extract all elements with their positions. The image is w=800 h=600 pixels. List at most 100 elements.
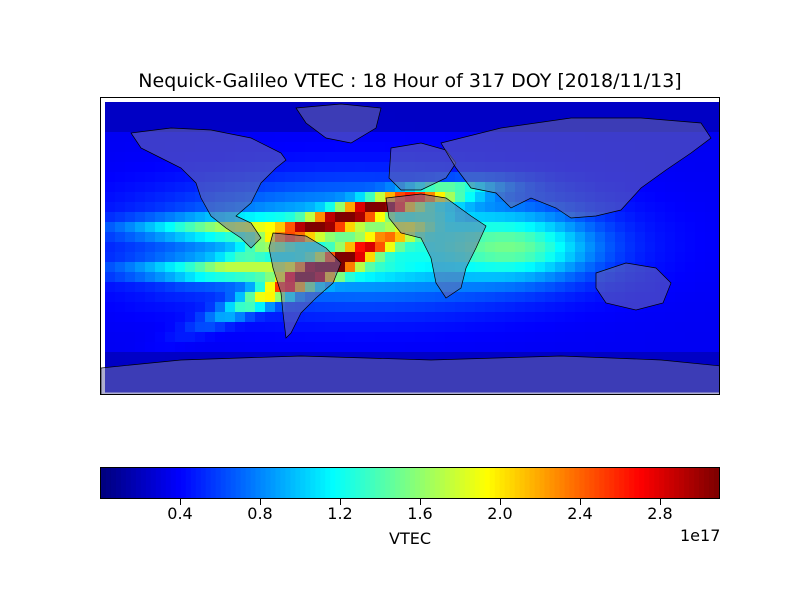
vtec-cell [465, 292, 476, 303]
vtec-cell [555, 112, 566, 123]
vtec-cell [495, 122, 506, 133]
vtec-cell [555, 232, 566, 243]
vtec-cell [335, 152, 346, 163]
vtec-cell [275, 222, 286, 233]
vtec-cell [195, 202, 206, 213]
vtec-cell [175, 232, 186, 243]
vtec-cell [575, 232, 586, 243]
vtec-cell [315, 152, 326, 163]
vtec-cell [135, 192, 146, 203]
vtec-cell [645, 192, 656, 203]
vtec-cell [705, 142, 716, 153]
vtec-cell [165, 352, 176, 363]
vtec-cell [645, 352, 656, 363]
vtec-cell [565, 292, 576, 303]
vtec-cell [195, 192, 206, 203]
vtec-cell [585, 342, 596, 353]
vtec-cell [475, 302, 486, 313]
vtec-cell [275, 172, 286, 183]
vtec-cell [145, 102, 156, 113]
vtec-cell [385, 112, 396, 123]
vtec-cell [165, 252, 176, 263]
vtec-cell [715, 132, 719, 143]
colorbar-gradient [101, 468, 720, 498]
vtec-cell [535, 242, 546, 253]
vtec-cell [405, 252, 416, 263]
vtec-cell [455, 172, 466, 183]
vtec-cell [375, 322, 386, 333]
vtec-map [100, 97, 720, 395]
vtec-cell [465, 192, 476, 203]
vtec-cell [555, 332, 566, 343]
vtec-cell [705, 162, 716, 173]
vtec-cell [145, 312, 156, 323]
vtec-cell [395, 102, 406, 113]
vtec-cell [295, 322, 306, 333]
vtec-cell [695, 162, 706, 173]
vtec-cell [675, 242, 686, 253]
vtec-cell [135, 252, 146, 263]
north-america [130, 127, 287, 249]
vtec-cell [125, 162, 136, 173]
vtec-cell [175, 112, 186, 123]
vtec-cell [705, 172, 716, 183]
vtec-cell [245, 272, 256, 283]
vtec-cell [665, 272, 676, 283]
vtec-cell [695, 282, 706, 293]
vtec-cell [125, 352, 136, 363]
vtec-cell [225, 322, 236, 333]
vtec-cell [175, 322, 186, 333]
vtec-cell [385, 302, 396, 313]
vtec-cell [175, 102, 186, 113]
vtec-cell [525, 342, 536, 353]
vtec-cell [485, 272, 496, 283]
vtec-cell [215, 112, 226, 123]
vtec-cell [115, 122, 126, 133]
vtec-cell [195, 112, 206, 123]
vtec-cell [305, 222, 316, 233]
vtec-cell [705, 272, 716, 283]
vtec-cell [245, 102, 256, 113]
vtec-cell [435, 292, 446, 303]
vtec-cell [565, 232, 576, 243]
vtec-cell [435, 132, 446, 143]
colorbar-tick-label: 1.2 [327, 504, 353, 523]
vtec-cell [115, 232, 126, 243]
vtec-cell [375, 312, 386, 323]
vtec-cell [675, 262, 686, 273]
vtec-cell [445, 332, 456, 343]
vtec-cell [425, 272, 436, 283]
vtec-cell [165, 342, 176, 353]
vtec-cell [335, 142, 346, 153]
vtec-cell [605, 112, 616, 123]
vtec-cell [715, 152, 719, 163]
vtec-cell [675, 172, 686, 183]
vtec-cell [185, 272, 196, 283]
vtec-cell [355, 192, 366, 203]
vtec-cell [205, 212, 216, 223]
vtec-cell [545, 232, 556, 243]
vtec-cell [315, 232, 326, 243]
vtec-cell [335, 162, 346, 173]
vtec-cell [145, 232, 156, 243]
vtec-cell [675, 222, 686, 233]
vtec-cell [705, 242, 716, 253]
vtec-cell [395, 252, 406, 263]
vtec-cell [655, 222, 666, 233]
vtec-cell [535, 272, 546, 283]
vtec-cell [185, 352, 196, 363]
vtec-cell [245, 132, 256, 143]
vtec-cell [255, 132, 266, 143]
vtec-cell [125, 302, 136, 313]
vtec-cell [505, 232, 516, 243]
vtec-cell [715, 272, 719, 283]
colorbar-tick-label: 0.4 [167, 504, 193, 523]
vtec-cell [195, 302, 206, 313]
vtec-cell [355, 232, 366, 243]
vtec-cell [695, 112, 706, 123]
vtec-cell [245, 252, 256, 263]
colorbar-offset: 1e17 [680, 526, 721, 545]
vtec-cell [295, 162, 306, 173]
vtec-cell [445, 302, 456, 313]
vtec-cell [115, 102, 126, 113]
